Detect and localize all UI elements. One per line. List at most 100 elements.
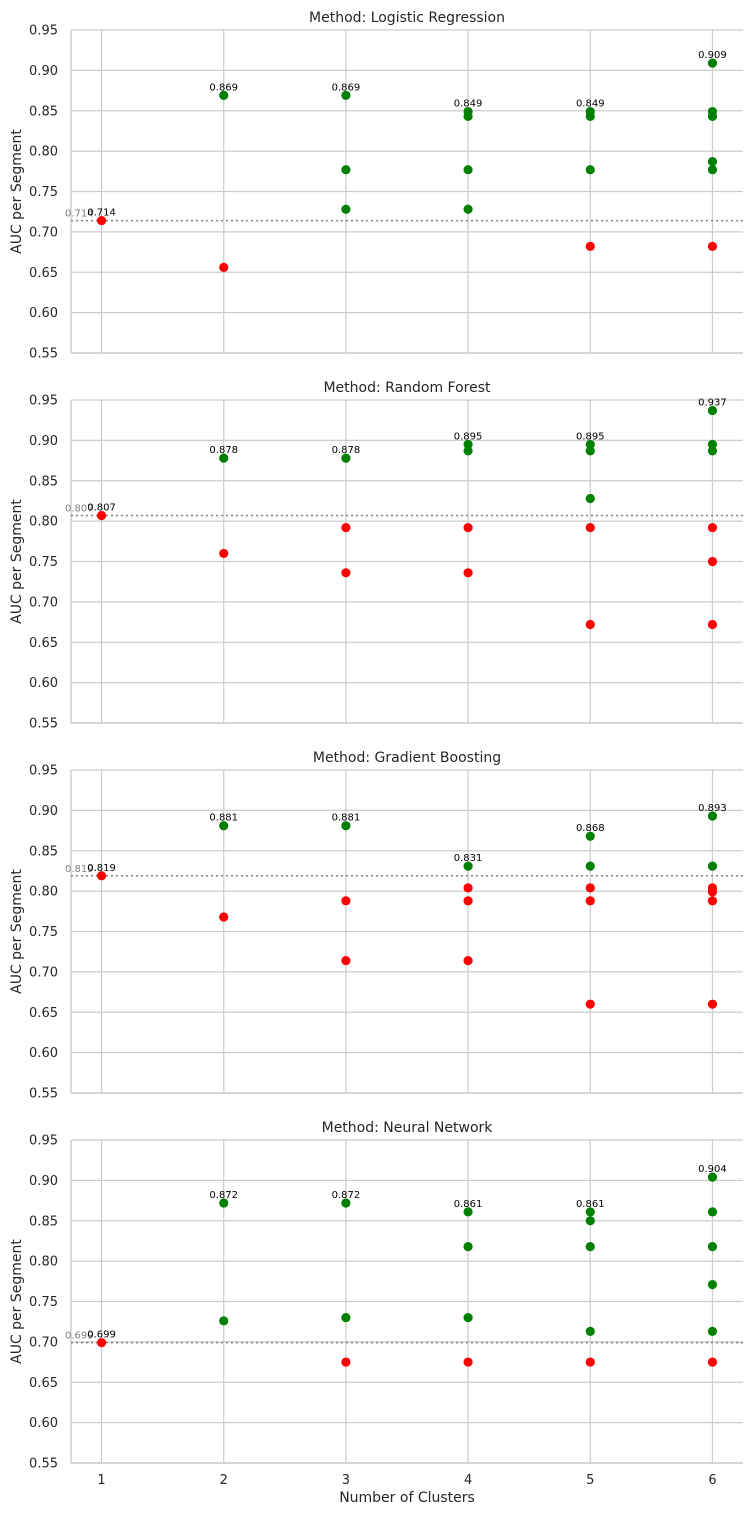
y-tick-label: 0.80 [29, 885, 58, 900]
y-tick-label: 0.95 [29, 394, 58, 409]
y-tick-label: 0.60 [29, 676, 58, 691]
data-label: 0.893 [698, 803, 727, 814]
y-tick-label: 0.90 [29, 64, 58, 79]
data-label: 0.861 [576, 1199, 605, 1210]
y-tick-label: 0.65 [29, 1376, 58, 1391]
data-point [463, 1241, 473, 1252]
data-point [341, 568, 351, 578]
data-label: 0.909 [698, 50, 727, 61]
y-tick-label: 0.90 [29, 434, 58, 449]
y-tick-label: 0.55 [29, 347, 58, 362]
data-point [585, 1326, 595, 1336]
data-label: 0.869 [209, 82, 238, 93]
y-tick-label: 0.95 [29, 1134, 58, 1149]
data-label: 0.895 [454, 431, 483, 442]
data-point [707, 861, 718, 871]
data-point [219, 1316, 229, 1326]
data-point [463, 1313, 473, 1323]
y-tick-label: 0.90 [29, 804, 58, 819]
y-tick-label: 0.55 [29, 1087, 58, 1102]
y-axis-label: AUC per Segment [9, 869, 25, 994]
data-point [341, 90, 351, 101]
data-point [585, 999, 595, 1009]
data-point [341, 1313, 351, 1323]
panel-title: Method: Random Forest [323, 380, 491, 396]
baseline-label: 0.714 [65, 209, 94, 220]
data-point [463, 568, 473, 578]
data-label: 0.872 [209, 1190, 238, 1201]
data-point [585, 493, 595, 504]
data-point [463, 1357, 473, 1367]
data-point [219, 821, 229, 831]
panel-1: Method: Logistic Regression 0.55 0.60 0.65 0… [9, 10, 743, 362]
data-point [341, 1198, 351, 1208]
data-point [707, 522, 718, 533]
y-tick-label: 0.55 [29, 1457, 58, 1472]
data-label: 0.714 [87, 208, 116, 219]
data-label: 0.861 [454, 1199, 483, 1210]
y-tick-label: 0.60 [29, 1416, 58, 1431]
y-tick-label: 0.70 [29, 225, 58, 240]
y-tick-label: 0.90 [29, 1174, 58, 1189]
data-point [585, 896, 595, 906]
data-label: 0.878 [209, 445, 238, 456]
data-point [585, 522, 595, 533]
data-point [341, 955, 351, 966]
data-point [707, 1207, 718, 1217]
data-point [341, 522, 351, 533]
data-point [341, 1357, 351, 1367]
data-label: 0.904 [698, 1164, 727, 1175]
data-label: 0.881 [209, 813, 238, 824]
data-point [96, 510, 107, 521]
data-label: 0.699 [87, 1330, 116, 1341]
x-tick-label: 2 [220, 1473, 228, 1488]
data-point [585, 883, 595, 893]
data-label: 0.849 [576, 99, 605, 110]
y-tick-label: 0.85 [29, 104, 58, 119]
data-point [463, 446, 473, 456]
data-point [585, 439, 595, 450]
data-point [463, 111, 473, 122]
data-point [463, 522, 473, 533]
panel-title: Method: Logistic Regression [309, 10, 505, 26]
data-point [96, 1338, 107, 1348]
data-point [96, 215, 107, 226]
data-point [585, 619, 595, 630]
x-tick-label: 3 [342, 1473, 350, 1488]
data-point [585, 241, 595, 252]
data-label: 0.868 [576, 823, 605, 834]
data-point [219, 548, 229, 559]
data-point [707, 58, 718, 68]
panel-title: Method: Neural Network [322, 1120, 494, 1136]
data-label: 0.869 [332, 82, 361, 93]
data-label: 0.807 [87, 502, 116, 513]
y-tick-label: 0.70 [29, 965, 58, 980]
x-tick-label: 4 [464, 1473, 472, 1488]
x-axis-label: Number of Clusters [339, 1490, 475, 1506]
y-axis-label: AUC per Segment [9, 1239, 25, 1364]
baseline-label: 0.807 [65, 503, 94, 514]
y-tick-label: 0.85 [29, 474, 58, 489]
data-point [585, 831, 595, 841]
y-tick-label: 0.80 [29, 1255, 58, 1270]
data-point [463, 204, 473, 214]
panel-3: Method: Gradient Boosting 0.55 0.60 0.65 0.7… [9, 750, 743, 1102]
data-point [463, 883, 473, 893]
data-point [341, 896, 351, 906]
data-point [707, 241, 718, 252]
data-point [707, 811, 718, 821]
y-tick-label: 0.95 [29, 24, 58, 39]
data-label: 0.819 [87, 863, 116, 874]
y-tick-label: 0.65 [29, 266, 58, 281]
data-label: 0.878 [332, 445, 361, 456]
data-label: 0.895 [576, 431, 605, 442]
data-label: 0.937 [698, 397, 727, 408]
data-label: 0.872 [332, 1190, 361, 1201]
data-point [585, 1241, 595, 1252]
data-point [707, 1279, 718, 1290]
y-tick-label: 0.65 [29, 636, 58, 651]
baseline-label: 0.699 [65, 1331, 94, 1342]
data-point [707, 1357, 718, 1367]
y-tick-label: 0.55 [29, 717, 58, 732]
